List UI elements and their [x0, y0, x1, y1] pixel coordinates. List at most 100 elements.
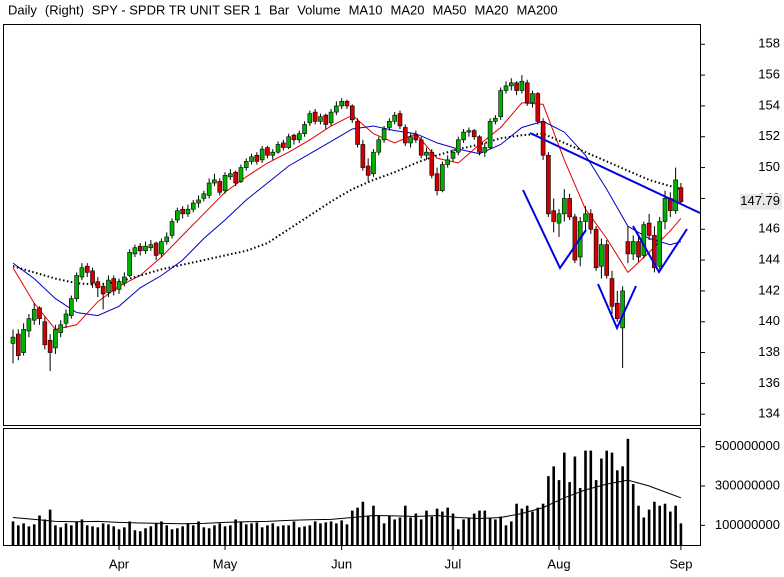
- volume-bar: [165, 525, 169, 545]
- volume-bar: [324, 522, 328, 545]
- candle-body: [508, 82, 514, 87]
- candle-body: [58, 324, 64, 333]
- candle-body: [678, 187, 684, 202]
- volume-bar: [605, 450, 609, 545]
- volume-bar: [414, 513, 418, 545]
- candle-body: [477, 136, 482, 153]
- volume-bar: [149, 526, 153, 545]
- y-tick-label: 156: [758, 67, 780, 82]
- candle-body: [662, 198, 668, 222]
- candle-body: [625, 241, 631, 255]
- candle-body: [482, 147, 488, 153]
- v-pattern: [632, 225, 688, 274]
- y-tick-label: 142: [758, 282, 780, 297]
- volume-bar: [520, 508, 524, 545]
- volume-bar: [562, 452, 566, 545]
- candle-body: [307, 113, 313, 124]
- volume-bar: [653, 501, 656, 545]
- volume-bar: [494, 519, 497, 545]
- candle-body: [402, 127, 408, 144]
- volume-bar: [366, 515, 370, 545]
- volume-tick-label: 100000000: [715, 517, 780, 532]
- volume-bar: [536, 507, 540, 545]
- volume-bar: [32, 524, 36, 545]
- candle-body: [26, 318, 32, 332]
- volume-bar: [276, 526, 280, 545]
- x-tick-label: Aug: [547, 556, 570, 571]
- x-tick-label: Apr: [109, 556, 130, 571]
- candle-body: [180, 208, 185, 215]
- y-tick-label: 154: [758, 97, 780, 112]
- candle-body: [270, 151, 276, 156]
- volume-bar: [313, 521, 317, 545]
- candle-body: [530, 93, 535, 104]
- candle-body: [318, 116, 323, 122]
- volume-bar: [642, 517, 646, 545]
- candle-body: [609, 278, 615, 307]
- header-item: Daily: [8, 2, 37, 17]
- volume-bar: [197, 521, 200, 545]
- candle-body: [153, 242, 159, 256]
- volume-bar: [435, 508, 439, 545]
- x-tick-label: Jun: [331, 556, 352, 571]
- candle-body: [630, 241, 636, 255]
- volume-bar: [123, 527, 126, 545]
- volume-bar: [568, 482, 571, 545]
- volume-bar: [626, 438, 630, 545]
- volume-bar: [160, 521, 163, 545]
- volume-bar: [509, 521, 513, 545]
- volume-bar: [467, 517, 471, 545]
- y-tick-label: 146: [758, 221, 780, 236]
- volume-bar: [462, 519, 465, 545]
- volume-bar: [266, 525, 269, 545]
- volume-bar: [154, 523, 158, 545]
- volume-bar: [303, 526, 306, 545]
- volume-bar: [531, 511, 534, 545]
- price-panel-frame: [3, 24, 701, 426]
- candle-body: [646, 222, 652, 236]
- volume-bar: [133, 530, 137, 545]
- y-tick-label: 158: [758, 36, 780, 51]
- candle-body: [259, 148, 265, 161]
- candle-body: [69, 298, 74, 316]
- candle-body: [546, 154, 551, 215]
- candle-body: [275, 144, 281, 153]
- candle-body: [424, 151, 429, 156]
- volume-bar: [75, 521, 78, 545]
- volume-bar: [138, 531, 142, 545]
- candle-body: [254, 154, 260, 162]
- volume-bar: [515, 503, 518, 545]
- volume-panel-frame: [3, 428, 701, 546]
- candle-body: [238, 167, 244, 182]
- volume-bar: [181, 526, 184, 545]
- volume-bar: [244, 524, 248, 545]
- volume-bar: [663, 503, 667, 545]
- candle-body: [471, 130, 477, 138]
- volume-bar: [112, 526, 116, 545]
- candle-body: [572, 216, 578, 261]
- header-item: Volume: [297, 2, 340, 17]
- candle-body: [122, 276, 127, 284]
- volume-bar: [377, 515, 381, 545]
- volume-bar: [107, 524, 110, 545]
- candle-body: [21, 329, 26, 353]
- volume-bar: [17, 525, 20, 545]
- volume-bar: [260, 527, 264, 545]
- header-item: SPY - SPDR TR UNIT SER 1: [92, 2, 261, 17]
- pattern-annotations: [522, 132, 701, 331]
- candle-body: [344, 101, 350, 107]
- volume-bar: [255, 522, 259, 545]
- volume-bar: [525, 505, 529, 545]
- candle-body: [228, 173, 233, 178]
- y-tick-label: 150: [758, 159, 780, 174]
- volume-bar: [70, 525, 73, 545]
- volume-bar: [292, 521, 296, 545]
- candle-body: [291, 134, 297, 141]
- candle-body: [243, 161, 249, 168]
- volume-bar: [584, 450, 587, 545]
- volume-bar: [223, 526, 227, 545]
- volume-bar: [27, 526, 31, 545]
- volume-bar: [398, 517, 402, 545]
